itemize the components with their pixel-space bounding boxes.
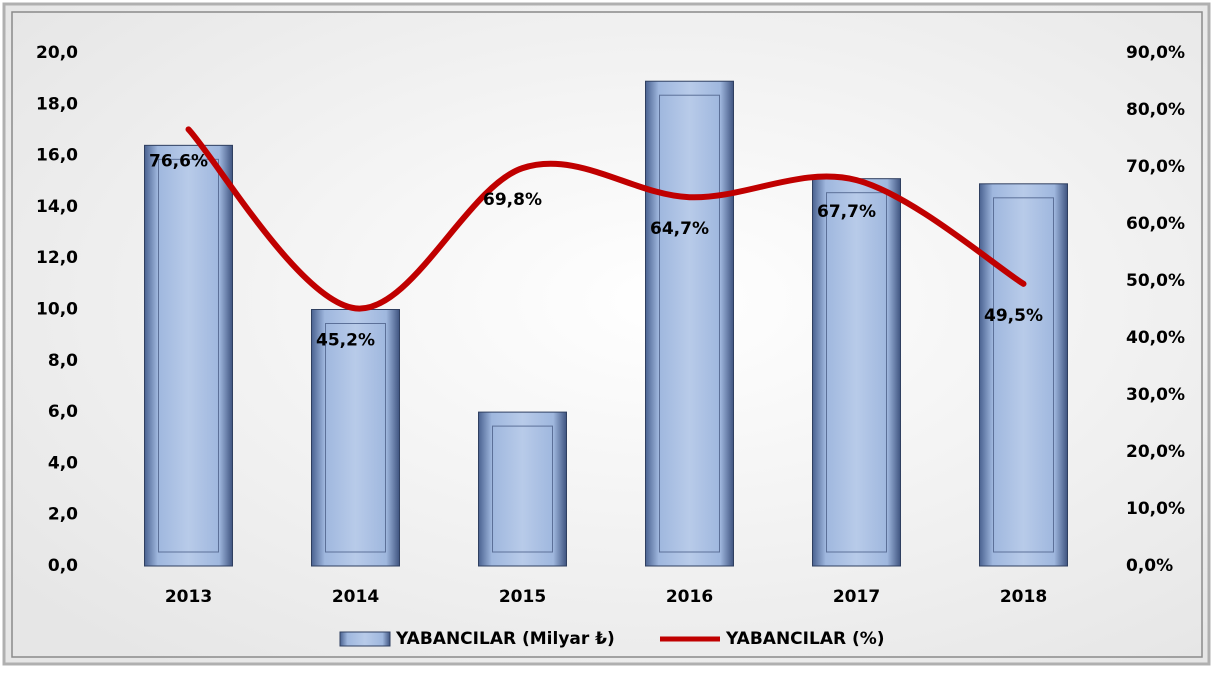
y2-tick-label: 80,0% — [1126, 100, 1185, 120]
legend-label: YABANCILAR (%) — [725, 629, 885, 649]
legend-swatch — [339, 631, 391, 647]
data-label: 69,8% — [483, 190, 542, 210]
y-tick-label: 12,0 — [36, 248, 78, 268]
line — [185, 126, 1027, 312]
y2-tick-label: 60,0% — [1126, 214, 1185, 234]
y-tick-label: 6,0 — [48, 402, 78, 422]
bar — [979, 183, 1068, 567]
y2-tick-label: 30,0% — [1126, 385, 1185, 405]
y-tick-label: 0,0 — [48, 556, 78, 576]
y2-tick-label: 10,0% — [1126, 499, 1185, 519]
x-tick-label: 2014 — [332, 587, 379, 607]
y-tick-label: 2,0 — [48, 505, 78, 525]
bar — [812, 178, 901, 567]
bar-bevel — [993, 197, 1054, 553]
bar-bevel — [158, 158, 219, 553]
y-tick-label: 4,0 — [48, 453, 78, 473]
y2-tick-label: 40,0% — [1126, 328, 1185, 348]
data-label: 45,2% — [316, 330, 375, 350]
bar — [311, 309, 400, 567]
bar-bevel — [325, 323, 386, 553]
chart-frame-inner — [11, 11, 1203, 658]
y-tick-label: 8,0 — [48, 351, 78, 371]
y2-tick-label: 50,0% — [1126, 271, 1185, 291]
bar — [645, 80, 734, 567]
y-tick-label: 20,0 — [36, 43, 78, 63]
y-tick-label: 16,0 — [36, 146, 78, 166]
x-tick-label: 2013 — [165, 587, 212, 607]
bar-bevel — [492, 425, 553, 553]
x-tick-label: 2018 — [1000, 587, 1047, 607]
x-tick-label: 2015 — [499, 587, 546, 607]
data-label: 76,6% — [149, 151, 208, 171]
y-tick-label: 14,0 — [36, 197, 78, 217]
y-tick-label: 10,0 — [36, 300, 78, 320]
y2-tick-label: 70,0% — [1126, 157, 1185, 177]
data-label: 67,7% — [817, 202, 876, 222]
bar-bevel — [659, 94, 720, 553]
bar — [144, 144, 233, 567]
bar-bevel — [826, 192, 887, 553]
y-tick-label: 18,0 — [36, 94, 78, 114]
y2-tick-label: 0,0% — [1126, 556, 1173, 576]
data-label: 49,5% — [984, 306, 1043, 326]
legend-label: YABANCILAR (Milyar ₺) — [395, 629, 615, 649]
bar — [478, 411, 567, 567]
data-label: 64,7% — [650, 219, 709, 239]
x-tick-label: 2016 — [666, 587, 713, 607]
x-tick-label: 2017 — [833, 587, 880, 607]
y2-tick-label: 20,0% — [1126, 442, 1185, 462]
y2-tick-label: 90,0% — [1126, 43, 1185, 63]
